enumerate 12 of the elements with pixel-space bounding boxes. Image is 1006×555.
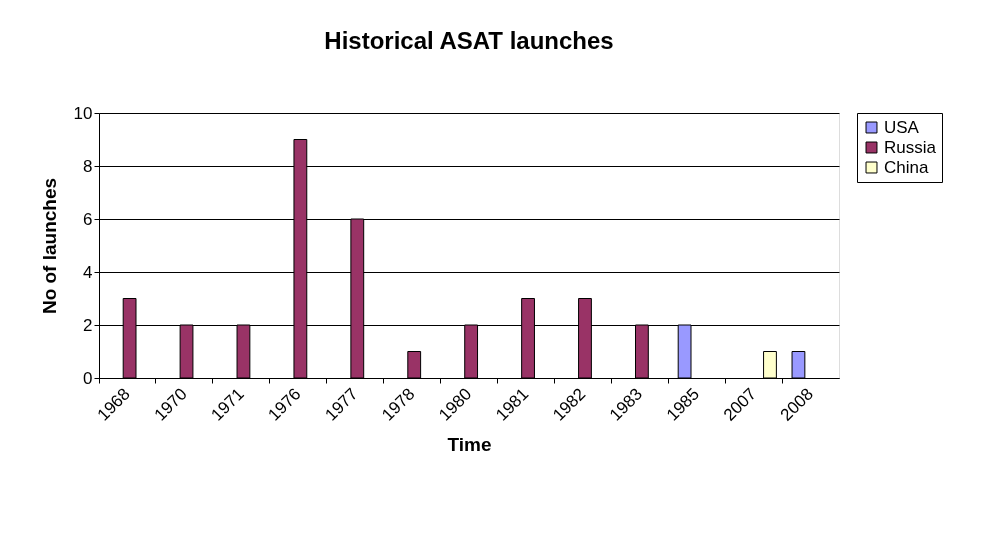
legend-label: Russia (884, 137, 937, 157)
y-tick-label: 6 (83, 209, 93, 229)
chart-title: Historical ASAT launches (324, 27, 614, 54)
y-tick-label: 10 (73, 103, 93, 123)
legend-label: USA (884, 117, 920, 137)
y-tick-label: 8 (83, 156, 93, 176)
y-tick-label: 0 (83, 368, 93, 388)
y-tick-label: 4 (83, 262, 93, 282)
legend-label: China (884, 157, 929, 177)
y-axis-title: No of launches (38, 177, 60, 315)
y-tick-label: 2 (83, 315, 93, 335)
x-axis-title: Time (447, 433, 492, 455)
